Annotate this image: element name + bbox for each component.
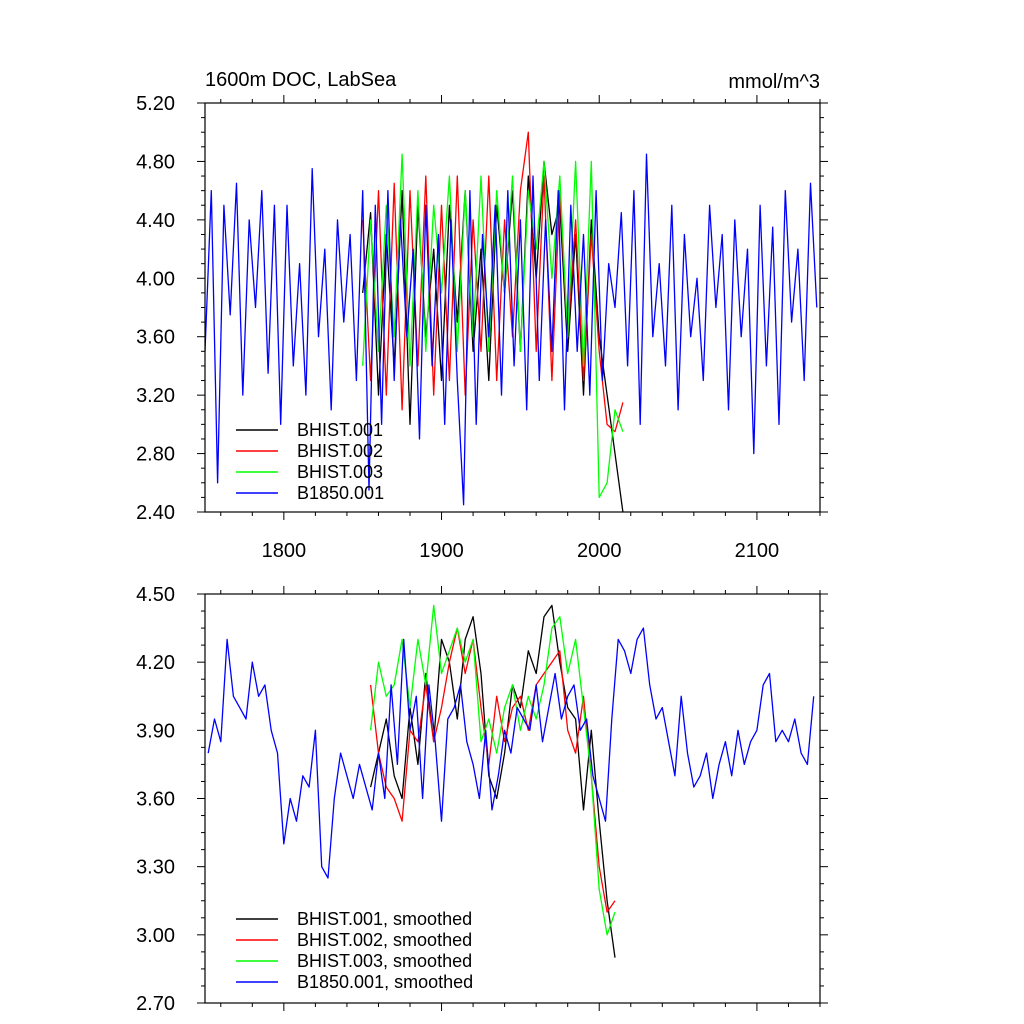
legend-label-4: B1850.001, smoothed	[297, 972, 473, 992]
x-tick-label: 2000	[577, 540, 622, 562]
legend-label-2: BHIST.002, smoothed	[297, 930, 472, 950]
y-tick-label: 3.60	[136, 327, 175, 349]
y-tick-label: 3.30	[136, 857, 175, 879]
legend-label-3: BHIST.003, smoothed	[297, 951, 472, 971]
y-tick-label: 4.20	[136, 652, 175, 674]
series-line-1	[362, 160, 624, 512]
series-group	[207, 604, 815, 958]
y-tick-label: 2.40	[136, 502, 175, 524]
series-line-1	[369, 604, 616, 958]
units-label: mmol/m^3	[728, 71, 820, 93]
legend-label-1: BHIST.001, smoothed	[297, 909, 472, 929]
y-tick-label: 2.70	[136, 993, 175, 1015]
series-line-4	[205, 153, 818, 506]
legend-label-3: BHIST.003	[297, 462, 383, 482]
y-tick-label: 5.20	[136, 93, 175, 115]
series-group	[205, 131, 818, 512]
y-tick-label: 4.00	[136, 268, 175, 290]
series-line-3	[362, 153, 624, 499]
y-tick-label: 2.80	[136, 444, 175, 466]
series-line-3	[369, 604, 616, 936]
x-tick-label: 1900	[419, 540, 464, 562]
top-panel: 2.40 2.80 3.20 3.60 4.00 4.40 4.80 5.20 1800 1900…	[136, 69, 828, 562]
series-line-4	[207, 627, 815, 879]
y-tick-label: 4.80	[136, 151, 175, 173]
y-tick-label: 3.20	[136, 385, 175, 407]
bottom-panel: 2.70 3.00 3.30 3.60 3.90 4.20 4.50 BHIST.001, s…	[136, 584, 828, 1015]
y-tick-label: 3.00	[136, 925, 175, 947]
series-line-2	[369, 627, 616, 913]
y-tick-label: 3.90	[136, 720, 175, 742]
chart-title: 1600m DOC, LabSea	[205, 69, 397, 91]
x-tick-label: 2100	[735, 540, 780, 562]
y-tick-label: 4.40	[136, 210, 175, 232]
y-tick-label: 3.60	[136, 789, 175, 811]
x-tick-label: 1800	[262, 540, 307, 562]
legend-label-4: B1850.001	[297, 483, 384, 503]
legend-label-2: BHIST.002	[297, 441, 383, 461]
legend-label-1: BHIST.001	[297, 420, 383, 440]
y-tick-label: 4.50	[136, 584, 175, 606]
